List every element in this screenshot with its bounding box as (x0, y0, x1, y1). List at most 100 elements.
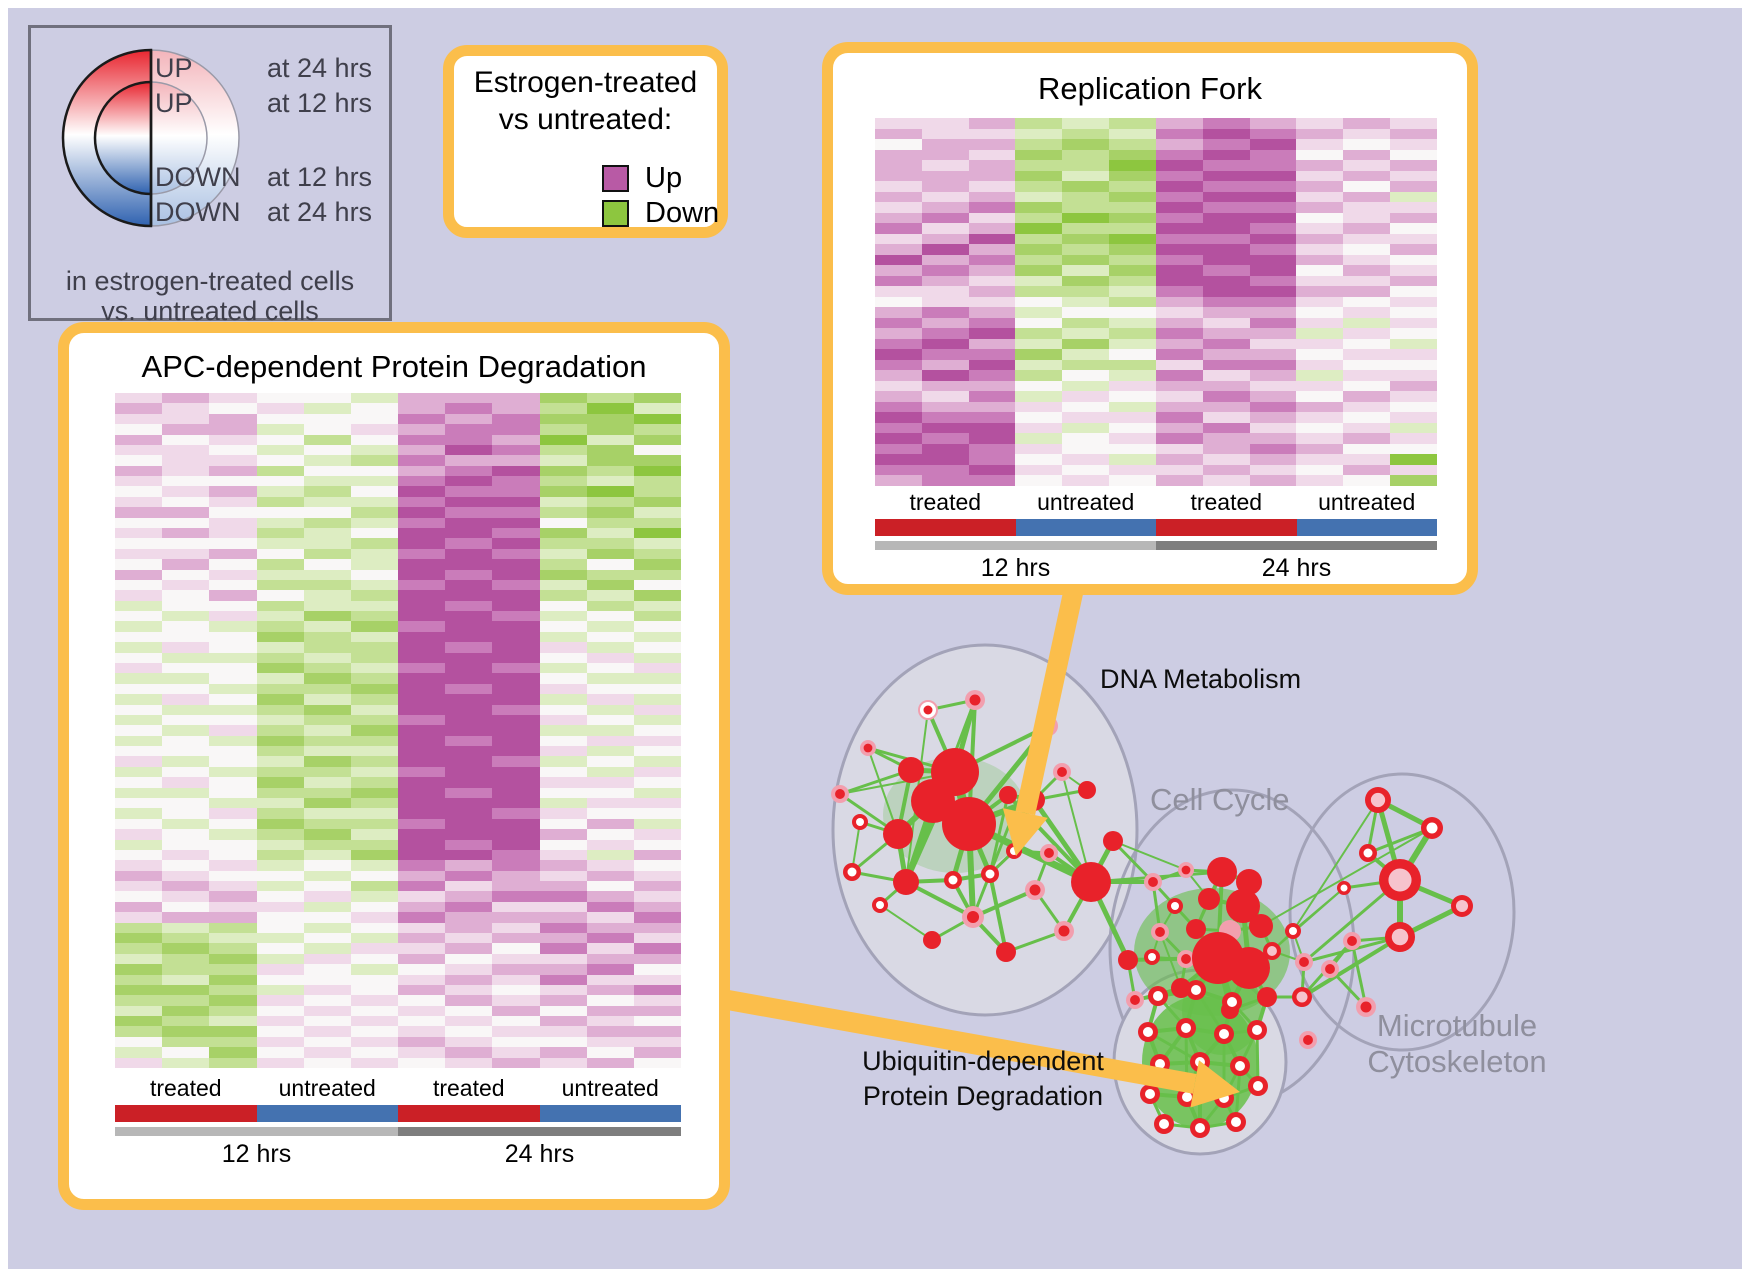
heatmap-cell (921, 244, 969, 255)
heatmap-cell (921, 202, 969, 213)
heatmap-cell (1390, 128, 1437, 140)
heatmap-cell (1062, 191, 1110, 203)
heatmap-cell (1155, 170, 1203, 182)
heatmap-cell (1249, 160, 1297, 171)
heatmap-cell (398, 1026, 446, 1037)
heatmap-cell (1155, 181, 1203, 192)
heatmap-cell (968, 433, 1016, 444)
heatmap-cell (1155, 233, 1203, 245)
heatmap-cell (209, 943, 257, 954)
heatmap-cell (1062, 181, 1110, 192)
untreated-bar (1015, 519, 1156, 536)
heatmap-cell (875, 391, 922, 402)
heatmap-cell (162, 943, 210, 954)
heatmap-cell (303, 860, 351, 871)
heatmap-cell (492, 517, 540, 528)
heatmap-cell (1249, 464, 1297, 476)
heatmap-cell (1155, 328, 1203, 339)
heatmap-cell (303, 839, 351, 850)
heatmap-cell (162, 486, 210, 497)
heatmap-cell (1390, 391, 1437, 402)
heatmap-cell (256, 777, 304, 788)
heatmap-cell (539, 735, 587, 747)
heatmap-cell (875, 286, 922, 297)
heatmap-cell (492, 860, 540, 871)
network-node-hp (831, 785, 849, 803)
heatmap-cell (1390, 433, 1437, 444)
heatmap-cell (445, 995, 493, 1006)
heatmap-cell (398, 1005, 446, 1017)
heatmap-cell (303, 444, 351, 456)
heatmap-cell (586, 579, 634, 591)
heatmap-cell (921, 391, 969, 402)
heatmap-cell (1202, 128, 1250, 140)
heatmap-cell (1249, 422, 1297, 434)
heatmap-cell (1296, 317, 1344, 329)
heatmap-cell (633, 808, 681, 819)
heatmap-cell (586, 444, 634, 456)
heatmap-cell (350, 777, 398, 788)
heatmap-cell (209, 901, 257, 913)
heatmap-cell (921, 118, 969, 129)
heatmap-cell (303, 434, 351, 445)
heatmap-cell (115, 694, 163, 705)
heatmap-cell (1390, 422, 1437, 434)
heatmap-cell (539, 579, 587, 591)
heatmap-cell (162, 1047, 210, 1058)
up-label: Up (645, 162, 683, 194)
heatmap-cell (1109, 401, 1156, 413)
heatmap-cell (115, 434, 163, 445)
heatmap-cell (1062, 170, 1110, 182)
network-node-s (942, 797, 996, 851)
heatmap-cell (539, 569, 587, 580)
heatmap-cell (350, 787, 398, 798)
heatmap-cell (586, 527, 634, 539)
heatmap-cell (445, 548, 493, 560)
heatmap-cell (1155, 464, 1203, 476)
heatmap-cell (115, 1057, 163, 1068)
heatmap-cell (350, 735, 398, 747)
network-node-rw (872, 897, 888, 913)
heatmap-cell (209, 860, 257, 871)
network-node-rw (1167, 898, 1183, 914)
heatmap-cell (256, 621, 304, 632)
heatmap-cell (633, 1036, 681, 1048)
heatmap-cell (256, 683, 304, 695)
treated-bar (398, 1105, 540, 1122)
heatmap-cell (633, 455, 681, 466)
heatmap-cell (209, 818, 257, 830)
heatmap-cell (350, 611, 398, 622)
heatmap-cell (1155, 349, 1203, 360)
heatmap-cell (350, 662, 398, 674)
heatmap-cell (1202, 212, 1250, 224)
group-label: untreated (1037, 489, 1135, 515)
heatmap-cell (209, 496, 257, 508)
heatmap-cell (1296, 286, 1344, 297)
heatmap-cell (256, 714, 304, 726)
heatmap-cell (1202, 118, 1250, 129)
network-node-s (1226, 889, 1260, 923)
heatmap-cell (162, 403, 210, 414)
heatmap-cell (1249, 139, 1297, 150)
heatmap-cell (492, 600, 540, 612)
heatmap-cell (398, 527, 446, 539)
heatmap-cell (539, 714, 587, 726)
heatmap-cell (115, 829, 163, 840)
heatmap-cell (1015, 118, 1063, 129)
heatmap-cell (1155, 191, 1203, 203)
heatmap-cell (633, 611, 681, 622)
heatmap-cell (1015, 454, 1063, 465)
heatmap-cell (398, 652, 446, 663)
heatmap-cell (539, 652, 587, 663)
heatmap-cell (1296, 149, 1344, 161)
heatmap-cell (1343, 223, 1391, 234)
heatmap-cell (256, 559, 304, 570)
heatmap-cell (398, 891, 446, 902)
heatmap-cell (162, 1005, 210, 1017)
heatmap-cell (303, 569, 351, 580)
heatmap-cell (633, 797, 681, 809)
heatmap-cell (350, 839, 398, 850)
replication-heatmap (875, 118, 1437, 486)
cluster-ellipse-microtubule (1288, 772, 1516, 1052)
heatmap-cell (586, 1036, 634, 1048)
